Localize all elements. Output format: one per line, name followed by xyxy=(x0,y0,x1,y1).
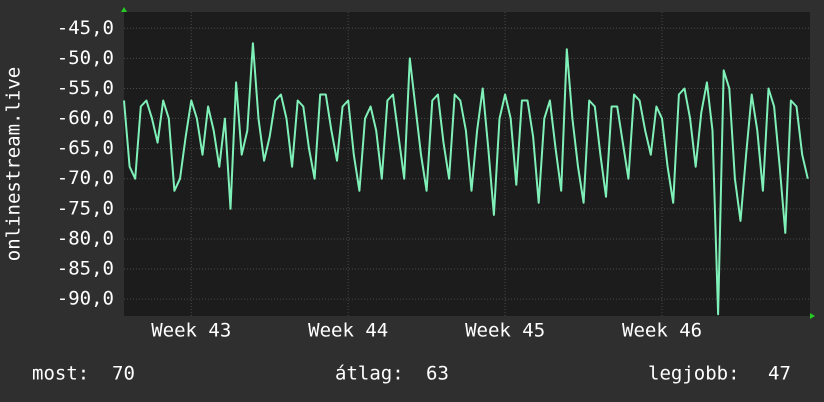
x-tick-label: Week 43 xyxy=(151,320,231,342)
stat-value: 70 xyxy=(112,363,135,385)
stat-label: most: xyxy=(32,363,89,385)
x-axis-arrow xyxy=(810,313,815,319)
stat-label: legjobb: xyxy=(648,363,740,385)
x-tick-label: Week 46 xyxy=(622,320,702,342)
y-tick-label: -55,0 xyxy=(57,77,114,99)
y-tick-label: -85,0 xyxy=(57,258,114,280)
y-tick-label: -70,0 xyxy=(57,167,114,189)
y-axis-arrow xyxy=(121,7,127,12)
y-tick-label: -50,0 xyxy=(57,47,114,69)
y-axis-label: onlinestream.live xyxy=(3,67,25,261)
x-tick-label: Week 45 xyxy=(465,320,545,342)
stat-value: 63 xyxy=(426,363,449,385)
y-tick-label: -80,0 xyxy=(57,227,114,249)
stat-label: átlag: xyxy=(335,363,404,385)
y-tick-label: -45,0 xyxy=(57,17,114,39)
y-tick-label: -65,0 xyxy=(57,137,114,159)
data-line xyxy=(123,42,809,316)
x-tick-label: Week 44 xyxy=(308,320,388,342)
y-tick-label: -90,0 xyxy=(57,288,114,310)
stat-value: 47 xyxy=(768,363,791,385)
y-tick-label: -60,0 xyxy=(57,107,114,129)
y-tick-label: -75,0 xyxy=(57,197,114,219)
